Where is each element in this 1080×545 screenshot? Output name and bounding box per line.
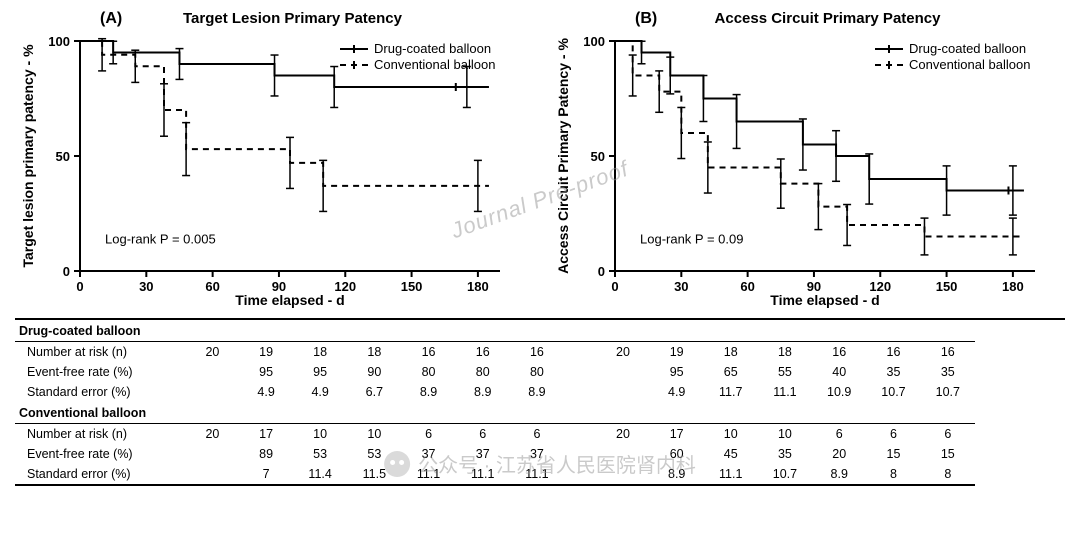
panel-a: (A) Target Lesion Primary Patency 030609… bbox=[15, 10, 530, 311]
svg-text:60: 60 bbox=[740, 279, 754, 294]
panel-b-title: Access Circuit Primary Patency bbox=[590, 10, 1065, 27]
svg-text:Drug-coated balloon: Drug-coated balloon bbox=[374, 41, 491, 56]
panel-b: (B) Access Circuit Primary Patency 0 30 60… bbox=[550, 10, 1065, 311]
svg-text:Time elapsed - d: Time elapsed - d bbox=[235, 292, 344, 308]
panel-a-title: Target Lesion Primary Patency bbox=[55, 10, 530, 27]
svg-text:Time elapsed - d: Time elapsed - d bbox=[770, 292, 879, 308]
svg-text:50: 50 bbox=[591, 149, 605, 164]
figure-container: (A) Target Lesion Primary Patency 030609… bbox=[15, 10, 1065, 486]
svg-text:30: 30 bbox=[139, 279, 153, 294]
svg-text:50: 50 bbox=[56, 149, 70, 164]
svg-text:180: 180 bbox=[467, 279, 489, 294]
svg-text:0: 0 bbox=[76, 279, 83, 294]
svg-text:150: 150 bbox=[401, 279, 423, 294]
svg-text:100: 100 bbox=[48, 34, 70, 49]
svg-text:Conventional balloon: Conventional balloon bbox=[909, 57, 1030, 72]
charts-row: (A) Target Lesion Primary Patency 030609… bbox=[15, 10, 1065, 311]
panel-b-label: (B) bbox=[635, 10, 657, 28]
svg-text:Access Circuit Primary Patency: Access Circuit Primary Patency - % bbox=[555, 38, 571, 274]
panel-b-chart: 0306090120150180050100Time elapsed - dAc… bbox=[550, 29, 1055, 311]
panel-a-label: (A) bbox=[100, 10, 122, 28]
svg-text:180: 180 bbox=[1002, 279, 1024, 294]
svg-text:30: 30 bbox=[674, 279, 688, 294]
panel-a-chart: 0306090120150180050100Time elapsed - dTa… bbox=[15, 29, 520, 311]
svg-text:Log-rank P = 0.005: Log-rank P = 0.005 bbox=[105, 231, 216, 246]
svg-text:0: 0 bbox=[611, 279, 618, 294]
svg-text:100: 100 bbox=[583, 34, 605, 49]
svg-text:Target lesion primary patency: Target lesion primary patency - % bbox=[20, 44, 36, 268]
svg-text:0: 0 bbox=[63, 264, 70, 279]
svg-text:Conventional balloon: Conventional balloon bbox=[374, 57, 495, 72]
svg-text:0: 0 bbox=[598, 264, 605, 279]
svg-text:150: 150 bbox=[936, 279, 958, 294]
svg-text:Log-rank P = 0.09: Log-rank P = 0.09 bbox=[640, 231, 743, 246]
risk-table: Drug-coated balloonNumber at risk (n)201… bbox=[15, 319, 1065, 486]
svg-text:Drug-coated balloon: Drug-coated balloon bbox=[909, 41, 1026, 56]
svg-text:60: 60 bbox=[205, 279, 219, 294]
